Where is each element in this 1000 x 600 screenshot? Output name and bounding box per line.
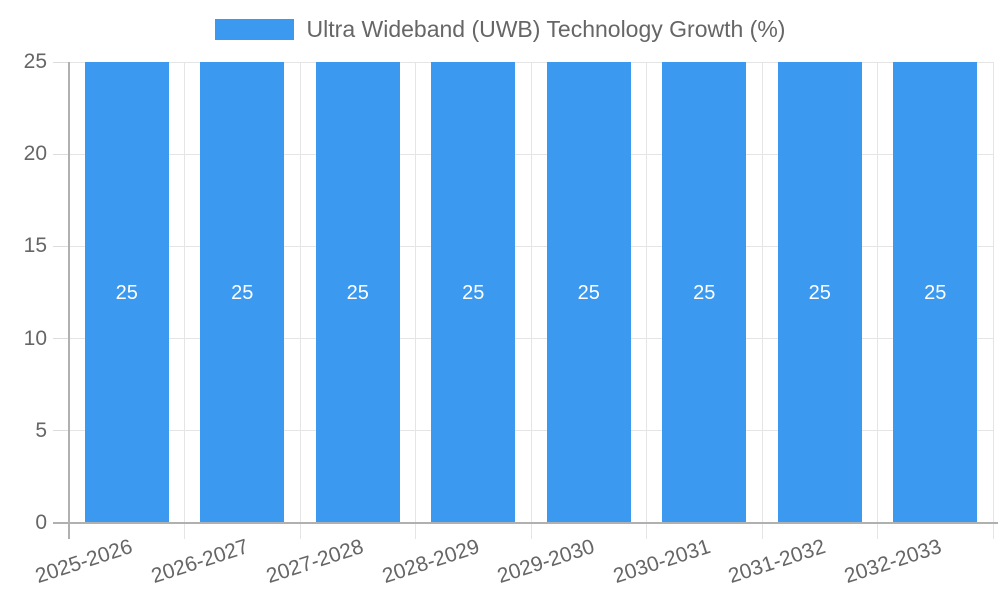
gridline-vertical: [646, 62, 647, 539]
x-tick-label: 2025-2026: [32, 535, 136, 588]
gridline-vertical: [877, 62, 878, 539]
bar-value-label: 25: [115, 281, 138, 304]
y-tick-label: 10: [23, 326, 47, 350]
y-tick-label: 15: [23, 234, 47, 258]
bar-value-label: 25: [577, 281, 600, 304]
bar[interactable]: 25: [84, 62, 169, 523]
chart-legend[interactable]: Ultra Wideband (UWB) Technology Growth (…: [0, 16, 1000, 42]
x-tick-label: 2032-2033: [841, 535, 945, 588]
gridline-vertical: [992, 62, 994, 539]
y-axis-tick: [53, 61, 69, 63]
legend-label: Ultra Wideband (UWB) Technology Growth (…: [306, 16, 786, 42]
bar[interactable]: 25: [662, 62, 747, 523]
x-tick-label: 2028-2029: [379, 535, 483, 588]
gridline-vertical: [299, 62, 301, 539]
y-tick-label: 25: [23, 50, 47, 73]
bar[interactable]: 25: [315, 62, 400, 523]
x-tick-label: 2026-2027: [148, 535, 252, 588]
gridline-vertical: [761, 62, 763, 539]
bar-value-label: 25: [462, 281, 485, 304]
y-axis-tick: [53, 338, 69, 340]
y-axis-tick: [53, 245, 69, 247]
y-tick-label: 5: [35, 418, 47, 442]
x-tick-label: 2027-2028: [263, 535, 367, 588]
bar[interactable]: 25: [546, 62, 631, 523]
x-tick-label: 2030-2031: [610, 535, 714, 588]
x-axis-line: [53, 522, 998, 524]
bar[interactable]: 25: [200, 62, 285, 523]
bar-value-label: 25: [924, 281, 947, 304]
gridline-vertical: [184, 62, 185, 539]
gridline-vertical: [415, 62, 416, 539]
bar[interactable]: 25: [777, 62, 862, 523]
bar-value-label: 25: [231, 281, 254, 304]
y-axis-tick: [53, 430, 69, 432]
y-axis-tick: [53, 153, 69, 155]
bar[interactable]: 25: [893, 62, 978, 523]
bar-value-label: 25: [693, 281, 716, 304]
y-tick-label: 20: [23, 142, 47, 166]
x-tick-label: 2029-2030: [494, 535, 598, 588]
plot-area: 25 25 25 25 25 25 25 25: [53, 61, 998, 539]
bar-value-label: 25: [346, 281, 369, 304]
legend-swatch-icon: [214, 19, 294, 41]
gridline-vertical: [530, 62, 532, 539]
x-tick-label: 2031-2032: [725, 535, 829, 588]
y-axis-line: [68, 62, 70, 539]
y-tick-label: 0: [35, 511, 47, 534]
bar[interactable]: 25: [431, 62, 516, 523]
bar-value-label: 25: [808, 281, 831, 304]
